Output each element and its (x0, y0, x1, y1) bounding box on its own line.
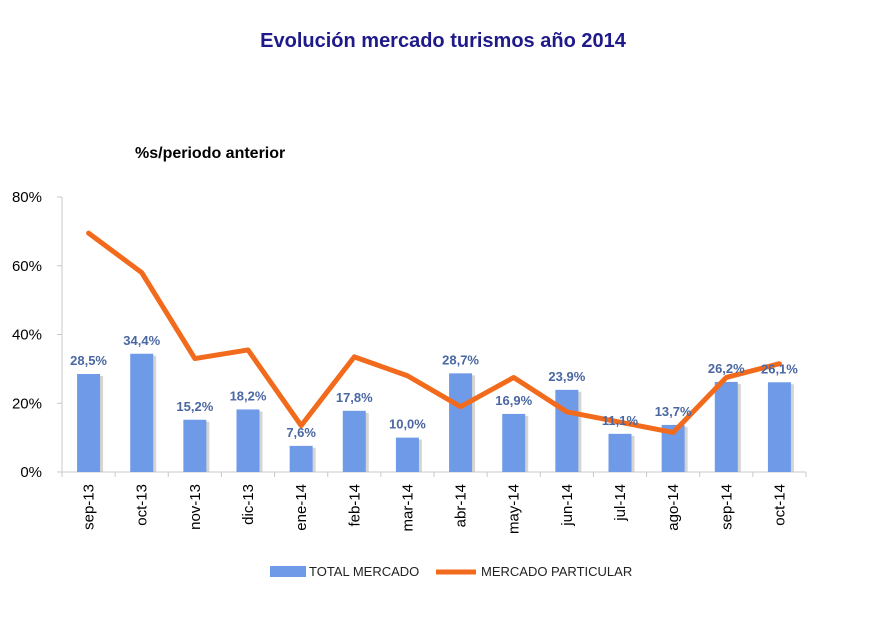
x-tick-label: jun-14 (559, 484, 576, 527)
x-axis: sep-13 oct-13 nov-13 dic-13 ene-14 feb-14 mar-… (61, 471, 807, 534)
y-tick-label: 60% (12, 258, 42, 275)
bar (130, 353, 154, 472)
bar (449, 373, 473, 472)
bar-series (77, 353, 794, 472)
legend: TOTAL MERCADO MERCADO PARTICULAR (270, 564, 632, 579)
bar (183, 419, 207, 472)
x-tick-label: sep-13 (81, 484, 98, 530)
y-tick-label: 0% (20, 464, 42, 481)
x-tick-label: may-14 (506, 484, 523, 534)
data-labels: 28,5% 34,4% 15,2% 18,2% 7,6% 17,8% 10,0% 28,7% 1… (70, 333, 798, 440)
bar-data-label: 28,5% (70, 353, 107, 368)
bar-data-label: 16,9% (495, 393, 532, 408)
chart-title: Evolución mercado turismos año 2014 (260, 30, 626, 52)
x-tick-label: abr-14 (453, 484, 470, 527)
y-tick-label: 80% (12, 189, 42, 206)
x-tick-label: oct-14 (771, 484, 788, 526)
bar (236, 409, 260, 472)
y-axis: 0% 20% 40% 60% 80% (12, 189, 63, 481)
bar (555, 389, 579, 472)
bar (342, 410, 366, 472)
chart-subtitle: %s/periodo anterior (135, 145, 286, 162)
bar (767, 382, 791, 472)
bar-data-label: 18,2% (230, 388, 267, 403)
legend-swatch-total-mercado (270, 566, 306, 577)
x-tick-label: ene-14 (293, 484, 310, 531)
bar (608, 433, 632, 472)
bar-data-label: 17,8% (336, 390, 373, 405)
series-line-mercado-particular (86, 230, 782, 435)
x-tick-label: jul-14 (612, 484, 629, 522)
x-tick-label: ago-14 (665, 484, 682, 531)
bar-data-label: 7,6% (286, 425, 316, 440)
line-series (86, 230, 782, 435)
bar-data-label: 34,4% (123, 333, 160, 348)
bar (714, 381, 738, 472)
bar-data-label: 26,2% (708, 361, 745, 376)
bar-data-label: 10,0% (389, 417, 426, 432)
bar-data-label: 23,9% (548, 369, 585, 384)
x-tick-label: feb-14 (346, 484, 363, 527)
bar-data-label: 15,2% (176, 399, 213, 414)
y-tick-label: 40% (12, 327, 42, 344)
legend-label-mercado-particular: MERCADO PARTICULAR (481, 564, 632, 579)
x-tick-label: oct-13 (134, 484, 151, 526)
bar (77, 374, 101, 472)
y-tick-label: 20% (12, 395, 42, 412)
legend-label-total-mercado: TOTAL MERCADO (309, 564, 419, 579)
bar (395, 437, 419, 472)
bar (661, 424, 685, 472)
bar-data-label: 11,1% (602, 413, 639, 428)
x-tick-label: dic-13 (240, 484, 257, 525)
bar-data-label: 28,7% (442, 352, 479, 367)
bar (289, 445, 313, 472)
bar-data-label: 26,1% (761, 361, 798, 376)
bar-data-label: 13,7% (655, 404, 692, 419)
x-tick-label: sep-14 (718, 484, 735, 530)
x-tick-label: mar-14 (399, 484, 416, 532)
x-tick-label: nov-13 (187, 484, 204, 530)
bar (502, 413, 526, 472)
